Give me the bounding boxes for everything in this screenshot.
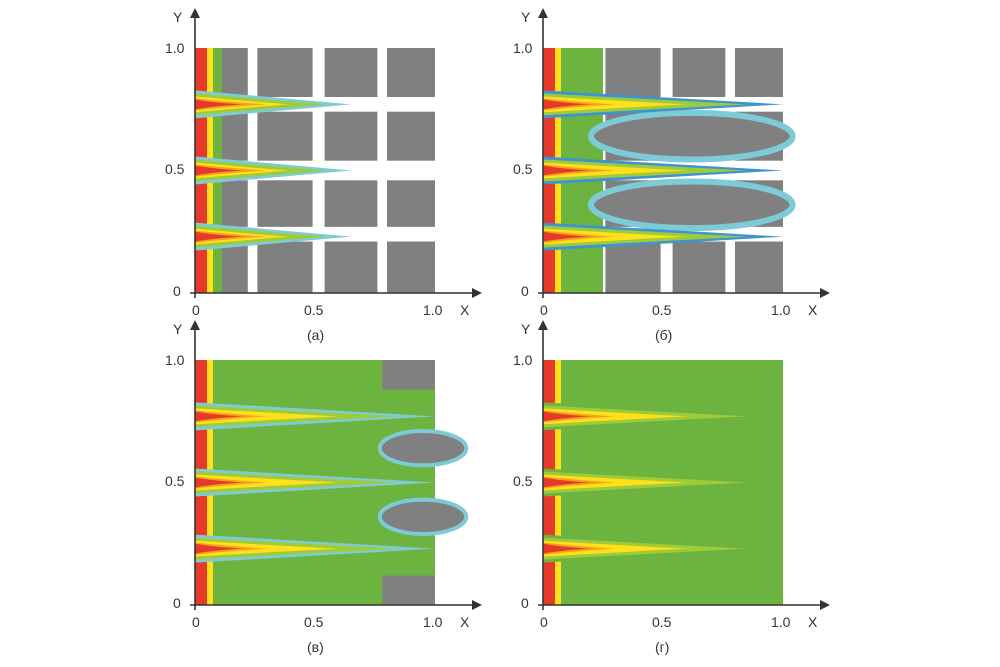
solid-block (221, 180, 248, 227)
solid-block (605, 241, 661, 293)
solid-block (221, 111, 248, 161)
solid-block (735, 48, 783, 97)
panel-d-concentration-field (543, 360, 783, 605)
panel-b-x-axis-label: X (808, 302, 818, 318)
panel-d-y-tick-zero: 0 (521, 595, 529, 611)
panel-d-x-tick-mid: 0.5 (652, 614, 672, 630)
panel-c: 1.0 0.5 0 0 0.5 1.0 X Y (в) (165, 320, 482, 655)
plume-yellow (195, 540, 339, 557)
panel-b-y-tick-top: 1.0 (513, 40, 533, 56)
panel-c-y-tick-top: 1.0 (165, 352, 185, 368)
solid-block (324, 111, 378, 161)
plumes (195, 90, 351, 251)
plume-yellow (543, 540, 687, 557)
solid-block (735, 241, 783, 293)
solid-block (387, 111, 435, 161)
panel-c-x-axis-label: X (460, 614, 470, 630)
solid-block (221, 241, 248, 293)
panel-a-y-axis-label: Y (173, 9, 183, 25)
plume-red (195, 543, 243, 554)
panel-c-x-tick-mid: 0.5 (304, 614, 324, 630)
plume-red (195, 165, 243, 176)
panel-d-y-tick-top: 1.0 (513, 352, 533, 368)
unfilled-pocket (377, 497, 469, 536)
unfilled-pocket (588, 178, 796, 232)
solid-block (387, 241, 435, 293)
unfilled-corner (382, 575, 435, 605)
panel-b-y-tick-mid: 0.5 (513, 161, 533, 177)
panel-d: 1.0 0.5 0 0 0.5 1.0 X Y (г) (513, 320, 830, 655)
plume-red (195, 231, 243, 242)
panel-c-y-tick-zero: 0 (173, 595, 181, 611)
panel-c-caption: (в) (307, 639, 324, 655)
solid-block (387, 48, 435, 97)
panel-a-x-tick-end: 1.0 (423, 302, 443, 318)
panel-d-x-tick-zero: 0 (540, 614, 548, 630)
panel-c-y-tick-mid: 0.5 (165, 473, 185, 489)
plume-red (543, 543, 591, 554)
panel-b-x-tick-mid: 0.5 (652, 302, 672, 318)
panel-d-x-axis-label: X (808, 614, 818, 630)
panel-d-y-axis-label: Y (521, 321, 531, 337)
solid-block (672, 48, 726, 97)
panel-a-y-tick-zero: 0 (173, 283, 181, 299)
solid-block (324, 241, 378, 293)
unfilled-pocket (588, 109, 796, 163)
solid-block (324, 48, 378, 97)
solid-block (221, 48, 248, 97)
plume-red (543, 231, 591, 242)
panel-a-x-tick-mid: 0.5 (304, 302, 324, 318)
panel-a: 1.0 0.5 0 0 0.5 1.0 X Y (а) (165, 8, 482, 343)
panel-c-concentration-field (195, 360, 469, 605)
panel-b-x-tick-end: 1.0 (771, 302, 791, 318)
solid-block (257, 111, 313, 161)
solid-block (257, 180, 313, 227)
panel-d-y-tick-mid: 0.5 (513, 473, 533, 489)
panel-c-x-tick-end: 1.0 (423, 614, 443, 630)
plumes (543, 90, 783, 251)
panel-c-x-tick-zero: 0 (192, 614, 200, 630)
solid-block (672, 241, 726, 293)
solid-blocks (221, 48, 435, 293)
plume-red (543, 411, 591, 422)
solid-block (257, 48, 313, 97)
plume-red (195, 477, 243, 488)
plumes (543, 402, 783, 563)
plume-red (195, 99, 243, 110)
plume-red (543, 477, 591, 488)
panel-a-concentration-field (195, 48, 435, 293)
panel-a-y-tick-top: 1.0 (165, 40, 185, 56)
plume-red (543, 165, 591, 176)
solid-block (324, 180, 378, 227)
panel-b-caption: (б) (655, 327, 672, 343)
unfilled-pocket (377, 429, 469, 468)
panel-b-x-tick-zero: 0 (540, 302, 548, 318)
solid-block (387, 180, 435, 227)
solid-block (257, 241, 313, 293)
panel-d-caption: (г) (655, 639, 669, 655)
panel-a-x-axis-label: X (460, 302, 470, 318)
plume-red (543, 99, 591, 110)
panel-d-x-tick-end: 1.0 (771, 614, 791, 630)
unfilled-corner (382, 360, 435, 390)
panel-b-y-tick-zero: 0 (521, 283, 529, 299)
panel-b: 1.0 0.5 0 0 0.5 1.0 X Y (б) (513, 8, 830, 343)
panel-c-y-axis-label: Y (173, 321, 183, 337)
solid-block (605, 48, 661, 97)
panel-a-x-tick-zero: 0 (192, 302, 200, 318)
panel-a-caption: (а) (307, 327, 324, 343)
panel-b-concentration-field (543, 48, 796, 293)
plumes (195, 402, 435, 563)
plume-red (195, 411, 243, 422)
panel-a-y-tick-mid: 0.5 (165, 161, 185, 177)
panel-b-y-axis-label: Y (521, 9, 531, 25)
